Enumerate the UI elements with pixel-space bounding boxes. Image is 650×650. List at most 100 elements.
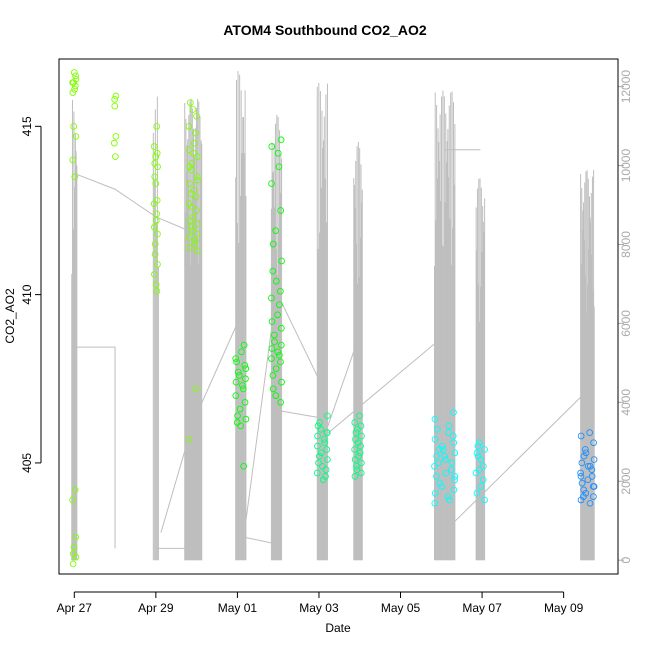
data-point [351,473,359,480]
data-point [584,476,592,484]
data-point [351,456,359,463]
data-point [481,496,488,504]
data-point [187,190,195,197]
data-point [72,133,80,140]
data-point [577,469,584,477]
data-point [188,166,195,174]
data-point [356,449,364,457]
x-tick-label: May 05 [381,601,421,615]
data-point [237,422,244,430]
data-point [232,355,240,362]
data-point [235,372,243,379]
data-point [72,533,80,541]
data-point [152,217,160,224]
data-point [584,462,592,470]
data-point [187,223,194,231]
data-point [580,493,587,500]
data-point [481,446,488,453]
data-point [151,240,159,248]
data-point [318,449,325,457]
data-point [151,271,158,278]
data-point [234,368,242,376]
data-point [72,553,80,561]
secondary-connector-line [74,346,116,549]
secondary-connector-line [74,172,194,234]
data-point [72,75,80,83]
data-point [186,217,194,224]
data-point [193,112,200,120]
data-point [154,230,161,238]
x-tick-label: May 03 [299,601,339,615]
y-tick-label: 410 [20,284,34,304]
data-point [153,287,161,295]
data-point [577,473,585,480]
data-point [314,432,321,440]
data-point [433,425,441,433]
data-point [188,160,195,167]
data-point [582,449,590,457]
data-point [238,348,245,356]
data-point [473,489,481,497]
secondary-connector-line [321,339,359,442]
data-point [112,133,120,140]
data-point [588,466,596,474]
x-tick-label: Apr 27 [57,601,93,615]
data-point [153,122,161,130]
secondary-connector-line [240,536,279,545]
data-point [446,496,453,504]
secondary-connector-line [322,334,446,439]
data-point [193,247,201,255]
data-point [240,341,248,349]
data-point [69,560,77,568]
data-point [272,365,280,373]
data-point [315,459,322,467]
data-point [232,392,240,399]
data-point [580,486,588,494]
x-tick-label: May 09 [544,601,584,615]
data-point [439,446,447,453]
data-point [323,429,331,436]
data-point [431,415,439,423]
data-point [69,89,77,97]
data-point [435,459,442,467]
data-point [315,452,323,460]
data-points-layer [69,69,598,568]
y2-tick-label: 6000 [619,310,633,337]
x-tick-label: Apr 29 [138,601,174,615]
data-point [272,392,280,399]
data-point [450,409,457,416]
data-point [475,466,483,474]
secondary-connector-line [276,409,323,419]
x-tick-label: May 01 [218,601,258,615]
data-point [441,452,448,460]
data-point [271,338,278,346]
data-point [320,436,328,443]
data-point [590,456,598,463]
data-point [357,442,364,450]
data-point [588,473,596,480]
data-point [431,489,439,497]
data-point [275,163,283,171]
data-point [357,422,365,430]
data-point [448,466,455,474]
data-point [274,149,282,157]
data-point [319,476,327,484]
data-point [431,436,439,443]
data-point [274,348,282,356]
data-point [193,173,201,181]
data-point [473,449,481,457]
data-point [268,345,276,352]
data-point [438,483,446,490]
data-point [242,415,250,423]
data-point [71,82,79,90]
secondary-series-layer [71,71,595,561]
data-point [319,462,326,470]
data-point [152,281,160,288]
data-point [234,412,241,420]
data-point [151,173,159,181]
data-point [152,180,160,187]
data-point [474,442,482,450]
data-point [323,446,331,453]
data-point [192,385,200,393]
data-point [185,436,193,443]
